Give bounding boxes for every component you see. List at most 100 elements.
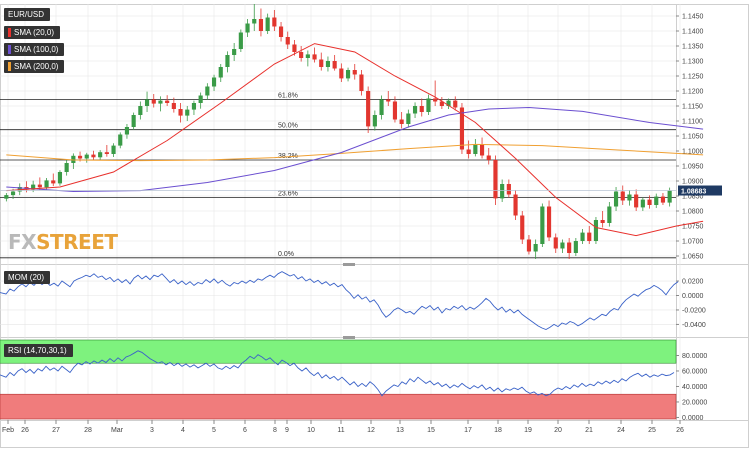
candle-body-90 [607,206,612,223]
x-tick-label-12: 11 [337,427,344,434]
logo-fx: FX [8,230,37,254]
candle-body-96 [647,199,652,205]
sma100-label: SMA (100,0) [14,45,59,54]
candle-body-1 [10,191,16,196]
mom-tick-label-0: 0.0200 [682,279,704,286]
pane-resize-handle-0 [343,263,355,266]
candle-body-27 [185,109,190,116]
price-tick-label-16: 1.0650 [682,254,704,261]
sma20-tag[interactable]: SMA (20,0) [4,26,61,39]
mom-line [0,271,679,330]
rsi-tick-label-4: 0.0000 [682,415,704,422]
candle-body-88 [593,220,599,241]
x-tick-label-0: Feb [2,427,14,434]
candle-body-32 [218,67,223,78]
price-tick-label-12: 1.0850 [682,194,704,201]
x-tick-label-14: 13 [396,427,404,434]
mom-tick-label-2: -0.0200 [682,307,706,314]
candle-body-9 [64,163,69,172]
rsi-tag[interactable]: RSI (14,70,30,1) [4,344,73,357]
candle-body-36 [245,23,250,33]
sma200-swatch [8,62,11,71]
candle-body-62 [419,106,424,112]
candle-body-22 [151,99,156,104]
candle-body-18 [124,127,130,135]
price-tick-label-0: 1.1450 [682,14,704,21]
candle-body-77 [520,215,525,240]
x-tick-label-1: 26 [21,427,29,434]
price-tick-label-4: 1.1250 [682,74,704,81]
rsi-tick-label-2: 40.0000 [682,384,707,391]
sma200-tag[interactable]: SMA (200,0) [4,60,65,73]
sma200-line [6,143,704,162]
price-tick-label-5: 1.1200 [682,89,704,96]
mom-tick-label-1: 0.0000 [682,293,704,300]
candle-body-7 [51,180,56,184]
x-tick-label-7: 5 [212,427,216,434]
candle-body-26 [178,109,183,116]
candle-body-72 [486,155,491,160]
candle-body-17 [118,134,123,146]
candle-body-42 [285,37,290,45]
candle-body-91 [613,191,619,207]
symbol-tag[interactable]: EUR/USD [4,8,51,21]
candle-body-6 [44,180,49,188]
candle-body-4 [31,184,36,190]
mom-tick-label-3: -0.0400 [682,322,706,329]
x-tick-label-13: 12 [367,427,375,434]
candle-body-23 [158,100,163,104]
candle-body-98 [660,196,666,203]
candle-body-50 [339,68,344,79]
x-tick-label-15: 15 [427,427,435,434]
candle-body-60 [406,113,411,124]
candle-body-65 [439,101,444,106]
candle-body-37 [252,19,257,24]
candle-body-38 [258,19,264,31]
candle-body-66 [446,100,451,106]
rsi-oversold-zone [0,393,677,420]
x-tick-label-8: 6 [243,427,247,434]
sma20-label: SMA (20,0) [14,28,55,37]
candle-body-11 [77,155,83,159]
price-tick-label-6: 1.1150 [682,104,703,111]
candle-body-75 [506,184,511,195]
candle-body-13 [91,154,96,158]
candle-body-51 [345,70,351,79]
fib-label-1: 50.0% [278,123,298,130]
rsi-tick-label-3: 20.0000 [682,399,707,406]
fib-label-0: 61.8% [278,92,298,99]
candle-body-24 [165,100,170,103]
candle-body-54 [366,91,371,127]
rsi-line [0,350,675,397]
candle-body-64 [433,98,438,102]
mom-tag[interactable]: MOM (20) [4,271,50,284]
price-tick-label-15: 1.0700 [682,239,704,246]
candle-body-74 [500,184,505,199]
candle-body-12 [84,154,89,159]
candle-body-55 [372,115,377,127]
candle-body-87 [587,232,592,241]
candle-body-97 [654,196,659,205]
current-price-box [678,185,722,196]
candle-body-76 [513,194,518,216]
candle-body-63 [426,98,431,112]
price-tick-label-2: 1.1350 [682,44,704,51]
candle-body-43 [292,44,297,52]
candle-body-89 [600,220,605,223]
candle-body-79 [533,244,538,252]
candle-body-39 [265,17,270,31]
candle-body-20 [138,106,143,115]
x-tick-label-16: 17 [464,427,472,434]
x-tick-label-3: 28 [84,427,92,434]
price-tick-label-7: 1.1100 [682,119,703,126]
candle-body-19 [131,115,136,127]
x-tick-label-22: 25 [648,427,656,434]
price-tick-label-3: 1.1300 [682,59,704,66]
candle-body-29 [198,95,203,103]
x-tick-label-4: Mar [111,427,124,434]
rsi-tick-label-0: 80.0000 [682,353,707,360]
sma100-tag[interactable]: SMA (100,0) [4,43,65,56]
candle-body-93 [627,194,632,201]
candle-body-68 [459,107,465,150]
